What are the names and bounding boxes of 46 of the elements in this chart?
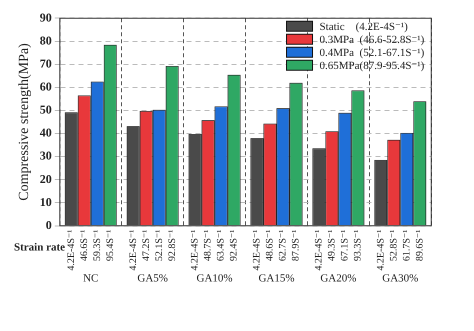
text: 61.7S⁻¹ (401, 230, 412, 262)
text: 95.4S⁻¹ (104, 230, 116, 262)
text: 52.1S⁻¹ (154, 230, 165, 262)
legend-label: 0.4MPa (52.1-67.1S⁻¹) (320, 47, 425, 60)
text: 49.3S⁻¹ (326, 230, 338, 262)
text: 4.2E-4S⁻¹ (128, 230, 139, 271)
x-tick-label: GA30% (382, 272, 418, 284)
text: 93.3S⁻¹ (352, 230, 364, 262)
text: 92.4S⁻¹ (228, 230, 240, 262)
y-tick-label: 10 (40, 194, 52, 209)
x-tick-label: GA20% (320, 272, 356, 284)
y-tick-label: 90 (40, 10, 52, 24)
text: 46.6S⁻¹ (78, 230, 90, 262)
y-tick-label: 70 (40, 56, 52, 70)
text: 92.8S⁻¹ (166, 230, 178, 262)
y-tick-label: 40 (40, 126, 52, 140)
text: 48.7S⁻¹ (202, 230, 214, 262)
text: 59.3S⁻¹ (92, 230, 103, 262)
y-tick-label: 60 (40, 79, 52, 94)
text: 89.6S⁻¹ (414, 230, 426, 262)
text: 4.2E-4S⁻¹ (314, 230, 325, 271)
y-tick-label: 0 (46, 218, 52, 232)
y-tick-label: 80 (40, 33, 52, 48)
text: 4.2E-4S⁻¹ (190, 230, 201, 271)
text: 52.8S⁻¹ (388, 230, 400, 262)
text: 48.6S⁻¹ (264, 230, 276, 262)
text: 63.4S⁻¹ (216, 230, 227, 262)
x-tick-label: GA10% (196, 272, 233, 284)
legend-label: 0.3MPa (46.6-52.8S⁻¹) (320, 34, 425, 46)
legend-label: Static (4.2E-4S⁻¹) (320, 21, 408, 34)
text: 4.2E-4S⁻¹ (252, 230, 263, 271)
y-axis-title: Compressive strength(MPa) (17, 42, 32, 201)
legend-label: 0.65MPa(87.9-95.4S⁻¹) (320, 60, 425, 72)
x-tick-label: NC (83, 272, 98, 284)
text: Strain rate (14, 242, 66, 254)
text: 47.2S⁻¹ (140, 230, 152, 262)
x-tick-label: GA15% (258, 272, 295, 284)
y-tick-label: 30 (40, 148, 52, 163)
y-tick-label: 20 (40, 172, 52, 186)
y-tick-label: 50 (40, 102, 52, 117)
text: 4.2E-4S⁻¹ (66, 230, 77, 271)
x-tick-label: GA5% (137, 272, 168, 284)
text: 62.7S⁻¹ (278, 230, 289, 262)
text: 67.1S⁻¹ (340, 230, 351, 262)
text: 87.9S⁻¹ (290, 230, 302, 262)
text: 4.2E-4S⁻¹ (375, 230, 386, 271)
